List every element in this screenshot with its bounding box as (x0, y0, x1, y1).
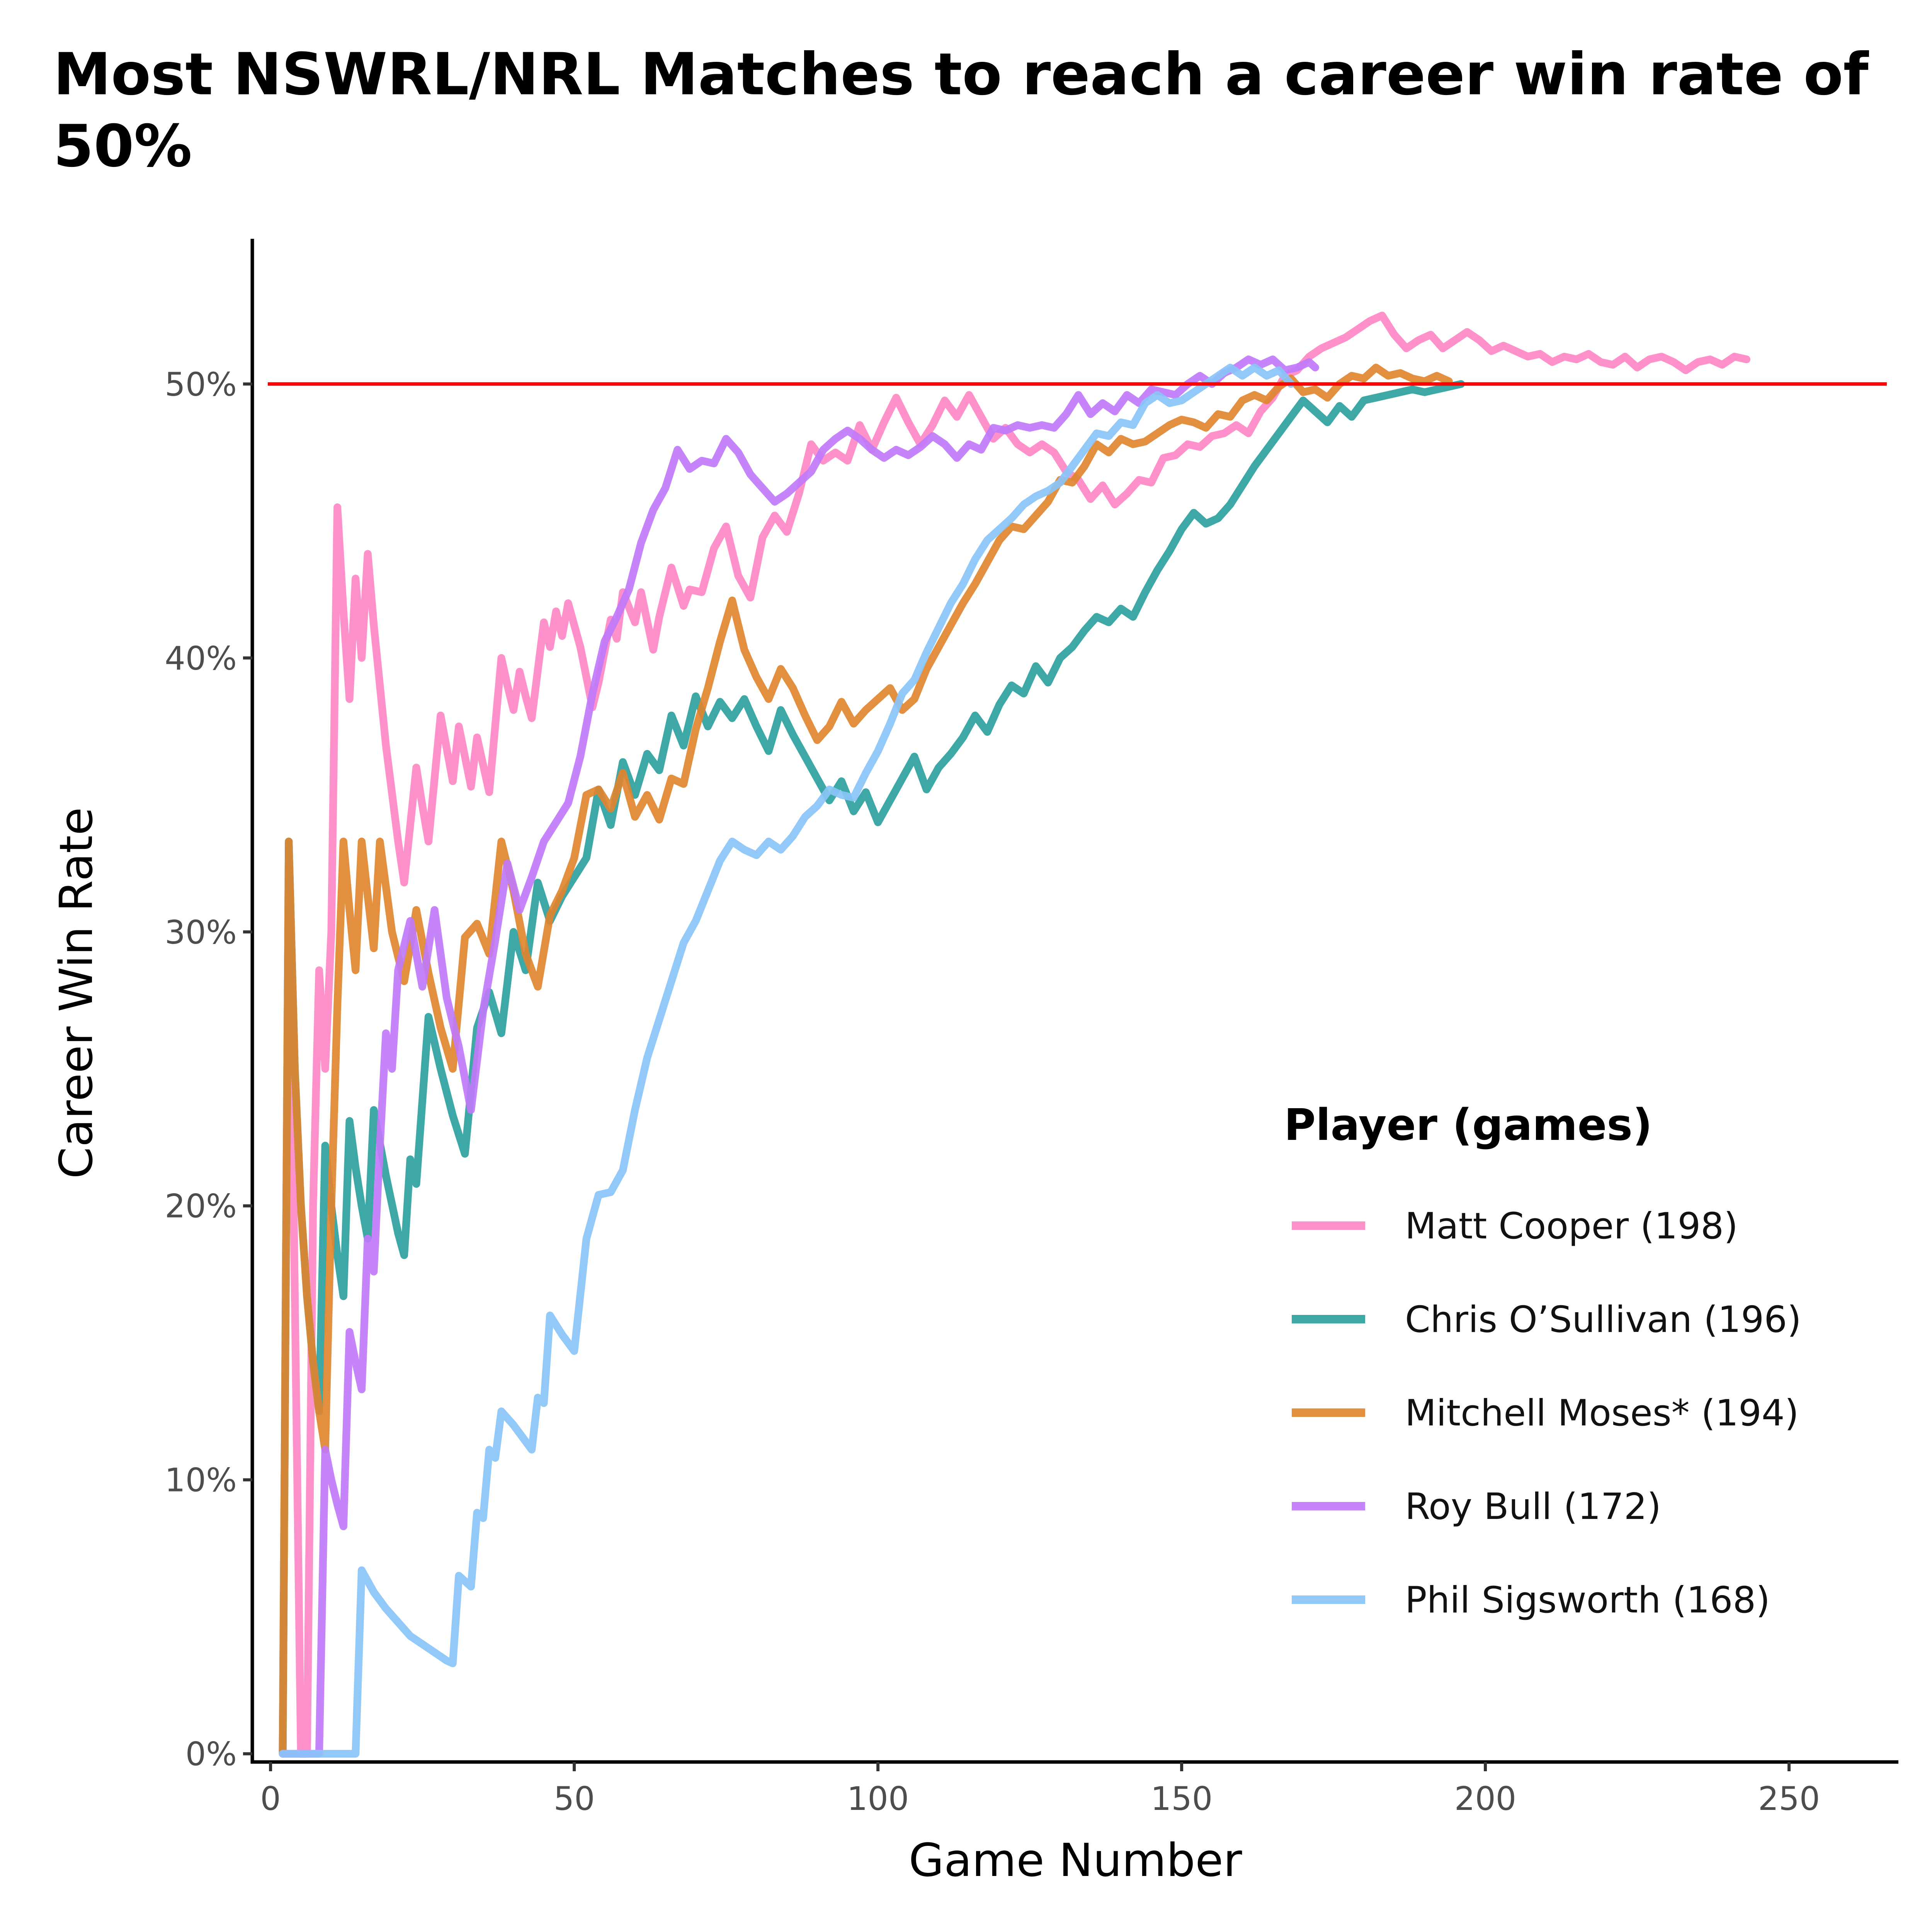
legend-title: Player (games) (1284, 1100, 1652, 1150)
y-axis-title: Career Win Rate (49, 807, 103, 1179)
legend-item: Phil Sigsworth (168) (1292, 1579, 1770, 1621)
series-line-2 (279, 364, 1453, 1758)
legend-item: Mitchell Moses* (194) (1292, 1392, 1799, 1434)
x-tick-label: 100 (847, 1780, 909, 1818)
y-tick-label: 30% (165, 913, 237, 951)
legend: Player (games) Matt Cooper (198) Chris O’… (1284, 1100, 1801, 1621)
x-tick-label: 0 (260, 1780, 281, 1818)
legend-item: Roy Bull (172) (1292, 1486, 1661, 1528)
y-tick-label: 10% (165, 1461, 237, 1499)
axes-layer (250, 239, 1898, 1764)
y-tick-label: 20% (165, 1187, 237, 1225)
legend-item: Chris O’Sullivan (196) (1292, 1299, 1801, 1341)
x-tick-label: 50 (554, 1780, 595, 1818)
legend-label: Mitchell Moses* (194) (1405, 1392, 1799, 1434)
x-tick-label: 150 (1151, 1780, 1213, 1818)
series-layer (279, 311, 1750, 1758)
legend-items: Matt Cooper (198) Chris O’Sullivan (196) M… (1292, 1205, 1801, 1621)
series-line-0 (279, 311, 1750, 1758)
y-tick-label: 50% (165, 366, 237, 403)
legend-label: Phil Sigsworth (168) (1405, 1579, 1770, 1621)
series-line-3 (279, 355, 1319, 1758)
series-line-1 (279, 380, 1465, 1758)
series-line-4 (279, 364, 1295, 1758)
y-tick-label: 40% (165, 639, 237, 677)
x-axis-title: Game Number (909, 1833, 1242, 1887)
chart-title: Most NSWRL/NRL Matches to reach a career… (53, 41, 1869, 180)
ticks-layer: 0 50 100 150 200 250 0% 10% 20% 30% 40% 50% (165, 366, 1820, 1818)
legend-label: Roy Bull (172) (1405, 1486, 1661, 1528)
x-tick-label: 200 (1454, 1780, 1516, 1818)
legend-label: Matt Cooper (198) (1405, 1205, 1738, 1247)
legend-label: Chris O’Sullivan (196) (1405, 1299, 1801, 1341)
y-tick-label: 0% (185, 1735, 237, 1773)
legend-item: Matt Cooper (198) (1292, 1205, 1738, 1247)
x-tick-label: 250 (1758, 1780, 1820, 1818)
